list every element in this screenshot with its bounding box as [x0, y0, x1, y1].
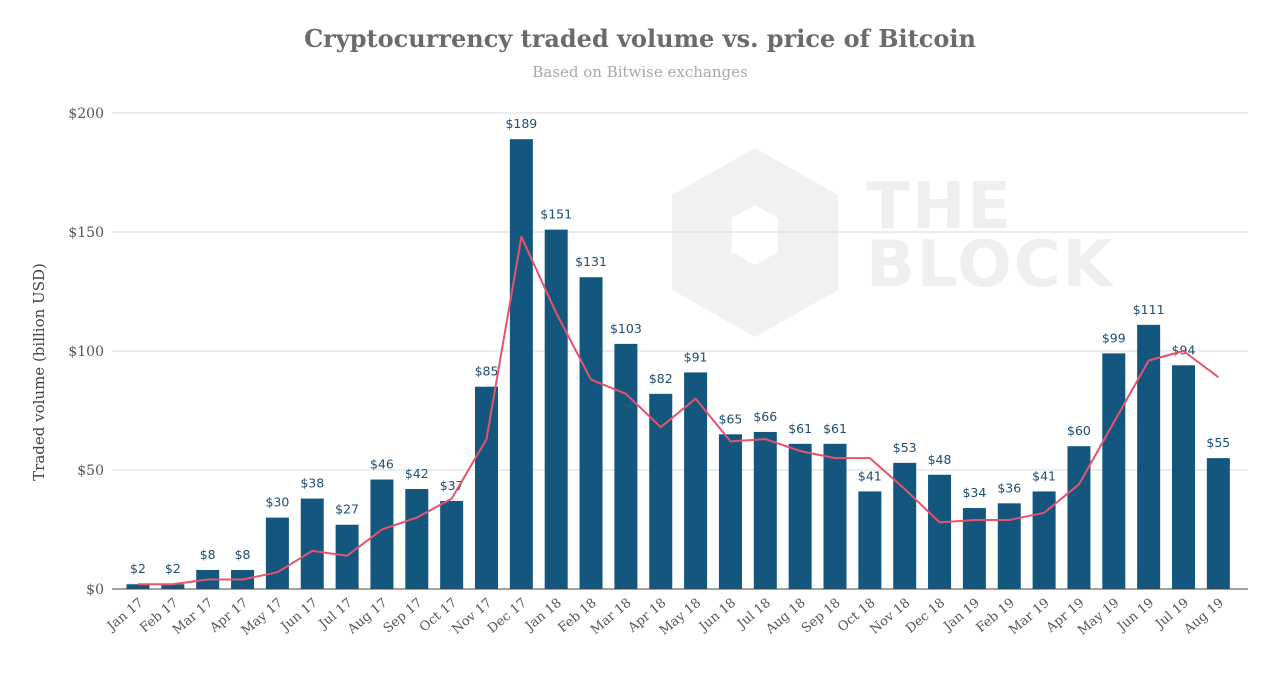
- chart-title: Cryptocurrency traded volume vs. price o…: [304, 24, 976, 53]
- x-tick-label: Jan 18: [521, 596, 564, 636]
- bar: [579, 277, 603, 589]
- bar: [649, 393, 673, 589]
- bar: [1032, 491, 1056, 589]
- price-line-series: [138, 235, 1220, 586]
- bar-value-label: $103: [610, 321, 642, 336]
- bar: [265, 517, 289, 589]
- bar-value-label: $46: [370, 457, 394, 472]
- bar: [475, 386, 498, 589]
- bar-value-label: $151: [540, 207, 572, 222]
- bar: [509, 139, 533, 589]
- bar-value-label: $38: [300, 476, 324, 491]
- bar-value-label: $42: [405, 466, 429, 481]
- x-tick-label: Nov 18: [867, 596, 913, 638]
- bar-value-label: $99: [1102, 330, 1126, 345]
- bar-value-label: $2: [165, 561, 181, 576]
- bar-value-label: $27: [335, 502, 359, 517]
- bar: [405, 489, 429, 589]
- x-tick-label: Sep 18: [799, 596, 844, 637]
- bar: [928, 474, 952, 589]
- x-tick-label: Dec 17: [485, 596, 530, 637]
- bar-value-label: $189: [505, 116, 537, 131]
- bar-value-label: $60: [1067, 423, 1091, 438]
- x-tick-label: Jun 17: [277, 596, 321, 636]
- y-tick-label: $100: [68, 344, 104, 360]
- x-tick-label: Jan 17: [103, 596, 146, 636]
- bar-series: [126, 139, 1230, 589]
- bar: [753, 431, 777, 589]
- bar-value-label: $36: [997, 480, 1021, 495]
- y-axis-label: Traded volume (billion USD): [30, 263, 48, 481]
- price-line: [138, 235, 1220, 586]
- bar: [962, 508, 986, 589]
- grid-lines: [112, 112, 1248, 471]
- bar-value-label: $91: [684, 349, 708, 364]
- bar-value-label: $8: [235, 547, 251, 562]
- bar: [161, 584, 185, 589]
- bar: [1206, 458, 1230, 589]
- x-tick-label: Nov 17: [449, 596, 495, 638]
- bar-value-label: $53: [893, 440, 917, 455]
- bar: [684, 372, 708, 589]
- bar-data-labels: $2 $2$8 $8$30$38$27$46$42$37$85$189$151$13…: [130, 116, 1230, 576]
- x-tick-label: Sep 17: [381, 596, 426, 637]
- y-tick-label: $0: [86, 582, 104, 598]
- bar-value-label: $61: [823, 421, 847, 436]
- x-tick-label: Dec 18: [903, 596, 948, 637]
- bar-value-label: $2: [130, 561, 146, 576]
- bar: [300, 498, 324, 589]
- bar: [1102, 353, 1126, 589]
- bar: [1137, 324, 1161, 589]
- y-tick-label: $50: [77, 463, 104, 479]
- bar-value-label: $34: [962, 485, 986, 500]
- y-axis-ticks: $0 $50 $100 $150 $200: [68, 106, 104, 598]
- x-tick-label: Jan 19: [940, 596, 983, 636]
- bar: [997, 503, 1021, 589]
- bar-value-label: $41: [858, 468, 882, 483]
- bar: [823, 443, 847, 589]
- chart-subtitle: Based on Bitwise exchanges: [532, 63, 748, 81]
- bar: [544, 229, 568, 589]
- y-tick-label: $200: [68, 106, 104, 122]
- bar: [335, 524, 359, 589]
- bar-value-label: $61: [788, 421, 812, 436]
- bar-value-label: $65: [719, 411, 743, 426]
- bar: [126, 584, 150, 589]
- bar: [858, 491, 882, 589]
- bar-value-label: $131: [575, 254, 607, 269]
- bar-value-label: $85: [475, 364, 499, 379]
- watermark-logo: THE BLOCK: [672, 148, 1115, 337]
- bar-value-label: $8: [200, 547, 216, 562]
- bar-value-label: $41: [1032, 468, 1056, 483]
- bar: [718, 434, 742, 589]
- bar: [370, 479, 394, 589]
- bar: [788, 443, 812, 589]
- watermark-text-line2: BLOCK: [866, 228, 1115, 302]
- bar-value-label: $30: [265, 495, 289, 510]
- bar-value-label: $111: [1133, 302, 1165, 317]
- y-tick-label: $150: [68, 225, 104, 241]
- bar-value-label: $66: [753, 409, 777, 424]
- bar: [1172, 365, 1195, 589]
- bar-value-label: $94: [1172, 342, 1196, 357]
- bar-value-label: $82: [649, 371, 673, 386]
- bar-value-label: $48: [928, 452, 952, 467]
- x-tick-label: Jun 19: [1113, 596, 1157, 636]
- bar: [440, 500, 464, 589]
- bar: [614, 343, 638, 589]
- x-tick-label: Jun 18: [695, 596, 739, 636]
- bar: [1067, 446, 1091, 589]
- bar-value-label: $55: [1206, 435, 1230, 450]
